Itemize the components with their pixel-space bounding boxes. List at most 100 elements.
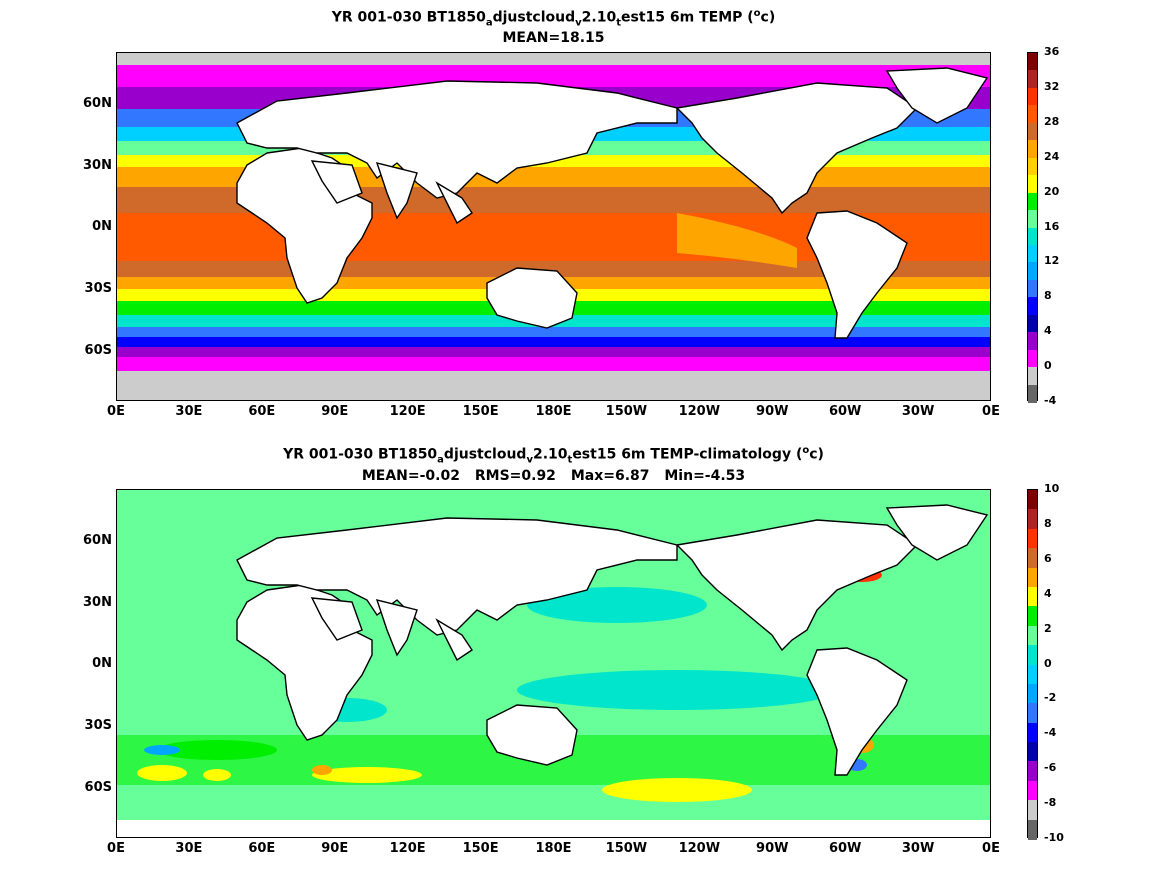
- bottom-landmass-greenland: [885, 504, 989, 561]
- bottom-panel: YR 001-030 BT1850adjustcloudv2.10test15 …: [0, 437, 1167, 875]
- top-map: [116, 52, 991, 401]
- colorbar-swatch: [1028, 645, 1037, 666]
- top-lon-label: 0E: [982, 404, 1000, 419]
- colorbar-swatch: [1028, 140, 1037, 159]
- colorbar-tick-label: 8: [1044, 289, 1052, 303]
- colorbar-swatch: [1028, 244, 1037, 263]
- colorbar-swatch: [1028, 819, 1037, 840]
- bottom-landmass-arabia: [310, 597, 363, 641]
- colorbar-swatch: [1028, 625, 1037, 646]
- colorbar-swatch: [1028, 683, 1037, 704]
- bottom-lat-0n: 0N: [92, 656, 112, 671]
- colorbar-swatch: [1028, 742, 1037, 763]
- bottom-patch-sw-3: [312, 767, 422, 783]
- top-landmass-arabia: [310, 160, 363, 204]
- bottom-lon-label: 30E: [175, 841, 203, 856]
- top-band-polar: [117, 357, 990, 371]
- top-lat-60s: 60S: [84, 343, 112, 358]
- colorbar-swatch: [1028, 548, 1037, 569]
- colorbar-swatch: [1028, 384, 1037, 403]
- top-lon-label: 0E: [107, 404, 125, 419]
- bottom-patch-sp: [602, 778, 752, 802]
- bottom-landmass-india: [375, 599, 418, 657]
- top-lon-label: 30W: [901, 404, 935, 419]
- colorbar-tick-label: 0: [1044, 359, 1052, 373]
- top-landmass-north-america: [675, 82, 919, 215]
- colorbar-swatch: [1028, 703, 1037, 724]
- colorbar-swatch: [1028, 490, 1037, 510]
- top-lon-label: 150E: [462, 404, 499, 419]
- top-lat-0n: 0N: [92, 219, 112, 234]
- colorbar-tick-label: -6: [1044, 761, 1057, 775]
- colorbar-tick-label: -8: [1044, 796, 1057, 810]
- top-landmass-se-asia: [435, 181, 473, 225]
- bottom-lon-label: 60W: [828, 841, 862, 856]
- colorbar-swatch: [1028, 664, 1037, 685]
- bottom-lat-60n: 60N: [83, 533, 112, 548]
- colorbar-tick-label: -10: [1044, 831, 1064, 844]
- colorbar-swatch: [1028, 262, 1037, 281]
- top-lon-label: 30E: [175, 404, 203, 419]
- top-stats: MEAN=18.15: [502, 30, 605, 46]
- top-landmass-greenland: [885, 67, 989, 124]
- bottom-lon-label: 0E: [982, 841, 1000, 856]
- colorbar-tick-label: -4: [1044, 726, 1057, 740]
- colorbar-swatch: [1028, 780, 1037, 801]
- colorbar-tick-label: 4: [1044, 324, 1052, 338]
- colorbar-tick-label: 32: [1044, 79, 1060, 93]
- bottom-lon-label: 30W: [901, 841, 935, 856]
- top-lon-label: 60W: [828, 404, 862, 419]
- bottom-landmass-australia: [486, 704, 578, 766]
- colorbar-tick-label: 36: [1044, 45, 1060, 58]
- colorbar-swatch: [1028, 606, 1037, 627]
- bottom-lon-label: 150W: [605, 841, 648, 856]
- colorbar-swatch: [1028, 349, 1037, 368]
- colorbar-swatch: [1028, 210, 1037, 229]
- top-landmass-eurasia: [236, 80, 678, 199]
- colorbar-tick-label: -4: [1044, 394, 1057, 407]
- bottom-lon-label: 120E: [389, 841, 426, 856]
- bottom-lon-label: 90E: [321, 841, 349, 856]
- bottom-stat-rms: RMS=0.92: [474, 468, 556, 484]
- bottom-map: [116, 489, 991, 838]
- top-band-south-cold: [117, 327, 990, 337]
- bottom-patch-sw-4: [312, 765, 332, 775]
- bottom-lon-label: 120W: [678, 841, 721, 856]
- bottom-map-svg: [117, 490, 990, 837]
- top-title: YR 001-030 BT1850adjustcloudv2.10test15 …: [331, 8, 776, 29]
- colorbar-swatch: [1028, 105, 1037, 124]
- bottom-continents: [236, 504, 989, 776]
- bottom-lon-label: 150E: [462, 841, 499, 856]
- bottom-patch-cold-sa: [144, 745, 180, 755]
- top-lat-30s: 30S: [84, 281, 112, 296]
- bottom-landmass-north-america: [675, 519, 919, 652]
- top-band-south-colder: [117, 337, 990, 347]
- bottom-patch-sw-1: [137, 765, 187, 781]
- colorbar-tick-label: 16: [1044, 219, 1060, 233]
- colorbar-tick-label: 4: [1044, 586, 1052, 600]
- top-band-arctic: [117, 65, 990, 87]
- colorbar-tick-label: 2: [1044, 621, 1052, 635]
- colorbar-tick-label: 20: [1044, 184, 1060, 198]
- top-lon-label: 150W: [605, 404, 648, 419]
- colorbar-swatch: [1028, 279, 1037, 298]
- top-lon-label: 90W: [756, 404, 789, 419]
- bottom-landmass-south-america: [806, 647, 908, 776]
- bottom-title: YR 001-030 BT1850adjustcloudv2.10test15 …: [283, 445, 824, 466]
- colorbar-swatch: [1028, 567, 1037, 588]
- bottom-patch-sw-2: [203, 769, 231, 781]
- colorbar-swatch: [1028, 53, 1037, 72]
- colorbar-swatch: [1028, 722, 1037, 743]
- top-lat-60n: 60N: [83, 96, 112, 111]
- top-lon-label: 120W: [678, 404, 721, 419]
- colorbar-swatch: [1028, 761, 1037, 782]
- top-panel: YR 001-030 BT1850adjustcloudv2.10test15 …: [0, 0, 1167, 430]
- bottom-lat-30n: 30N: [83, 595, 112, 610]
- colorbar-swatch: [1028, 367, 1037, 386]
- colorbar-swatch: [1028, 332, 1037, 351]
- bottom-lat-60s: 60S: [84, 780, 112, 795]
- colorbar-swatch: [1028, 192, 1037, 211]
- bottom-lon-label: 0E: [107, 841, 125, 856]
- bottom-stat-mean: MEAN=-0.02: [361, 468, 460, 484]
- bottom-antarctica: [117, 820, 990, 837]
